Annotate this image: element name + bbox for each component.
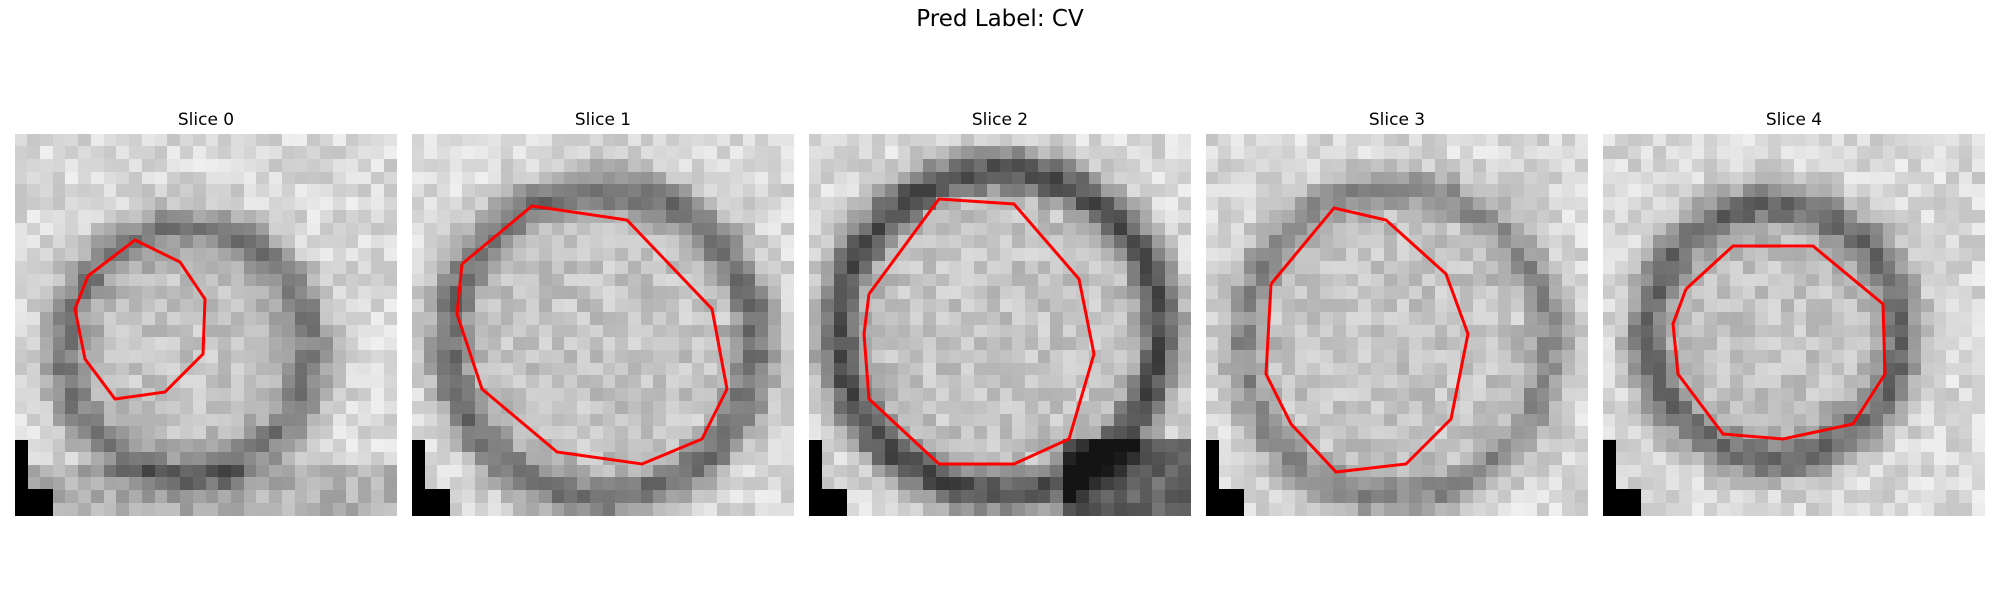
contour-overlay: [455, 204, 729, 466]
slice-title: Slice 4: [1765, 110, 1823, 130]
predicted-contour: [862, 197, 1096, 466]
figure-title: Pred Label: CV: [916, 6, 1084, 32]
slice-panel-4: Slice 4: [1603, 108, 1985, 516]
slice-title: Slice 1: [574, 110, 632, 130]
predicted-contour: [73, 238, 207, 401]
slice-panel-1: Slice 1: [412, 108, 794, 516]
predicted-contour: [455, 204, 729, 466]
slice-panel-0: Slice 0: [15, 108, 397, 516]
slice-image: [1603, 134, 1985, 516]
contour-overlay: [73, 238, 207, 401]
contour-overlay: [862, 197, 1096, 466]
predicted-contour: [1671, 244, 1887, 441]
contour-overlay: [1671, 244, 1887, 441]
slice-panel-3: Slice 3: [1206, 108, 1588, 516]
slice-image: [809, 134, 1191, 516]
predicted-contour: [1264, 206, 1470, 474]
slice-title: Slice 2: [971, 110, 1029, 130]
slice-title: Slice 3: [1368, 110, 1426, 130]
slice-image: [412, 134, 794, 516]
slice-title: Slice 0: [177, 110, 235, 130]
slice-panel-2: Slice 2: [809, 108, 1191, 516]
contour-overlay: [1264, 206, 1470, 474]
